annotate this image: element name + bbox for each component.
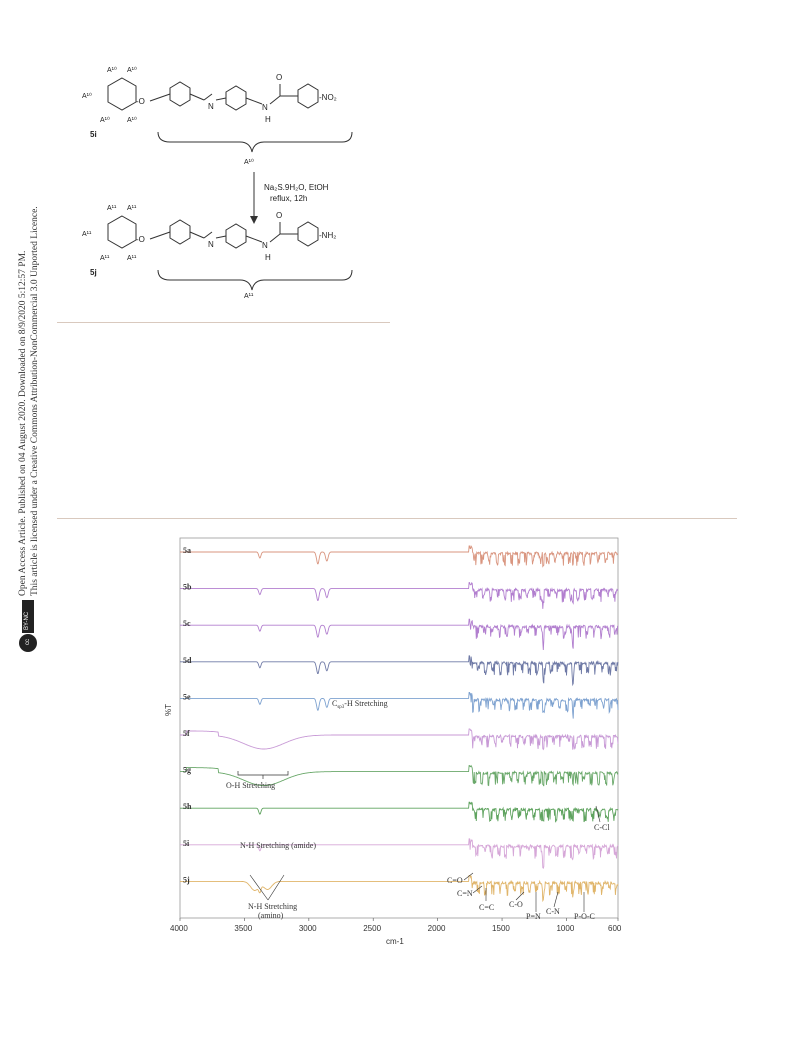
annotation-nh-amide: N-H Stretching (amide) (240, 841, 316, 850)
series-label-5j: 5j (183, 875, 190, 884)
annotation-nh-amino-1: N-H Stretching (248, 902, 297, 911)
x-tick-label: 1000 (556, 924, 574, 933)
imine-n-5j: N (208, 240, 214, 249)
annotation-pn: P=N (526, 912, 541, 921)
spectrum-5d (180, 655, 619, 687)
annotation-cn-double: C=N (457, 889, 473, 898)
conditions-text: reflux, 12h (270, 194, 307, 203)
series-label-5d: 5d (183, 656, 192, 665)
reactant-5i: A¹⁰ A¹⁰ A¹⁰ A¹⁰ A¹⁰ -O 5i N N H O -NO₂ A… (82, 66, 353, 166)
amide-h-5j: H (265, 253, 271, 262)
annotation-c-o: C-O (509, 900, 523, 909)
ir-spectra-chart: 5a 5b 5c 5d 5e 5f 5g 5h 5i 5j 4000 3500 3000 2500 200… (164, 537, 622, 946)
x-tick-label: 600 (608, 924, 622, 933)
ring-linker-o: -O (136, 97, 145, 106)
series-label-5g: 5g (183, 766, 191, 775)
group-bottom-right-5j: A¹¹ (127, 255, 137, 262)
x-axis-label: cm-1 (386, 937, 404, 946)
annotation-nh-amino-2: (amino) (258, 911, 284, 920)
group-bottom-left-5j: A¹¹ (100, 255, 110, 262)
spectrum-5j (180, 874, 619, 903)
scheme-divider (57, 322, 390, 323)
annotation-poc: P-O-C (574, 912, 595, 921)
side-note-publication: Open Access Article. Published on 04 Aug… (18, 250, 28, 596)
plot-frame (179, 537, 619, 919)
amide-n-5j: N (262, 241, 268, 250)
reagents-text: Na₂S.9H₂O, EtOH (264, 183, 329, 192)
cc-label: cc (25, 639, 31, 645)
group-top-right: A¹⁰ (127, 66, 137, 74)
amide-o-5j: O (276, 211, 282, 220)
x-tick-label: 3000 (299, 924, 317, 933)
by-nc-text: BY-NC (24, 611, 30, 630)
x-ticks-group: 4000 3500 3000 2500 2000 1500 1000 600 (170, 918, 622, 933)
x-tick-label: 2500 (363, 924, 381, 933)
series-label-5e: 5e (183, 692, 191, 701)
spectrum-5i (180, 838, 619, 870)
compound-label-5i: 5i (90, 130, 97, 139)
annotation-cc: C=C (479, 903, 494, 912)
group-bottom-right: A¹⁰ (127, 116, 137, 124)
x-tick-label: 1500 (492, 924, 510, 933)
cc-icon: cc (19, 634, 37, 652)
imine-n-5i: N (208, 102, 214, 111)
series-label-5c: 5c (183, 619, 191, 628)
spectrum-5f (180, 728, 619, 751)
spectrum-5c (180, 618, 619, 651)
group-left-5j: A¹¹ (82, 231, 92, 238)
annotation-oh: O-H Stretching (226, 781, 275, 790)
side-note-license: This article is licensed under a Creativ… (30, 206, 40, 596)
series-label-5f: 5f (183, 729, 190, 738)
reaction-arrowhead (250, 216, 258, 224)
ring-linker-o-5j: -O (136, 235, 145, 244)
brace-label-a11: A¹¹ (244, 293, 254, 300)
annotation-co: C=O (447, 876, 463, 885)
x-tick-label: 2000 (428, 924, 446, 933)
group-bottom-left: A¹⁰ (100, 116, 110, 124)
series-label-5b: 5b (183, 583, 192, 592)
compound-label-5j: 5j (90, 268, 97, 277)
reaction-scheme: A¹⁰ A¹⁰ A¹⁰ A¹⁰ A¹⁰ -O 5i N N H O -NO₂ A… (82, 66, 353, 300)
group-top-left-5j: A¹¹ (107, 205, 117, 212)
group-top-right-5j: A¹¹ (127, 205, 137, 212)
x-tick-label: 4000 (170, 924, 188, 933)
y-axis-label: %T (164, 704, 173, 716)
spectrum-5b (180, 581, 619, 609)
spectrum-5a (180, 545, 619, 568)
annotation-c-n: C-N (546, 907, 560, 916)
amide-n-5i: N (262, 103, 268, 112)
annotations: Csp3-H Stretching O-H Stretching N-H Str… (226, 699, 610, 921)
x-tick-label: 3500 (234, 924, 252, 933)
product-5j: A¹¹ A¹¹ A¹¹ A¹¹ A¹¹ -O 5j N N H O -NH₂ A… (82, 205, 353, 300)
section-divider (57, 518, 737, 519)
group-left: A¹⁰ (82, 92, 92, 100)
annotation-csp3: Csp3-H Stretching (332, 699, 388, 710)
traces-group: 5a 5b 5c 5d 5e 5f 5g 5h 5i 5j (180, 545, 619, 903)
spectrum-5g (180, 764, 619, 787)
series-label-5h: 5h (183, 802, 192, 811)
annotation-ccl: C-Cl (594, 823, 610, 832)
amide-o-5i: O (276, 73, 282, 82)
by-nc-label: BY-NC (22, 600, 34, 633)
nitro-group: -NO₂ (319, 93, 337, 102)
spectrum-5h (180, 801, 619, 823)
license-badge: cc BY-NC (19, 600, 37, 652)
series-label-5i: 5i (183, 839, 190, 848)
group-top-left: A¹⁰ (107, 66, 117, 74)
amino-group: -NH₂ (319, 231, 336, 240)
spectrum-5e (180, 691, 619, 719)
series-label-5a: 5a (183, 546, 191, 555)
amide-h-5i: H (265, 115, 271, 124)
brace-label-a10: A¹⁰ (244, 158, 254, 166)
